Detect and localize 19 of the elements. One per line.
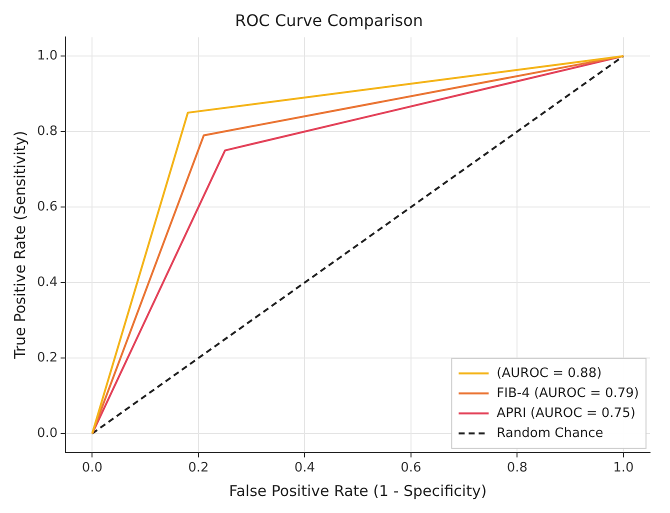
- legend-label: (AUROC = 0.88): [496, 366, 602, 381]
- legend-label: APRI (AUROC = 0.75): [496, 406, 636, 421]
- y-tick-label: 0.0: [36, 426, 58, 441]
- y-tick-label: 0.8: [36, 124, 58, 139]
- y-tick-label: 0.6: [36, 199, 58, 214]
- legend-label: Random Chance: [496, 426, 604, 441]
- x-tick-label: 0.8: [506, 460, 528, 476]
- x-axis-title: False Positive Rate (1 - Specificity): [228, 482, 487, 500]
- y-tick-label: 0.2: [36, 350, 58, 366]
- x-tick-label: 0.6: [400, 460, 422, 476]
- y-tick-label: 0.4: [36, 274, 58, 290]
- y-tick-label: 1.0: [36, 48, 58, 64]
- x-tick-label: 1.0: [613, 460, 634, 476]
- legend-label: FIB-4 (AUROC = 0.79): [496, 386, 640, 401]
- x-tick-label: 0.4: [294, 460, 316, 476]
- x-tick-label: 0.0: [82, 460, 103, 476]
- y-axis-title: True Positive Rate (Sensitivity): [10, 130, 29, 360]
- chart-title: ROC Curve Comparison: [234, 10, 424, 30]
- x-tick-label: 0.2: [188, 460, 209, 476]
